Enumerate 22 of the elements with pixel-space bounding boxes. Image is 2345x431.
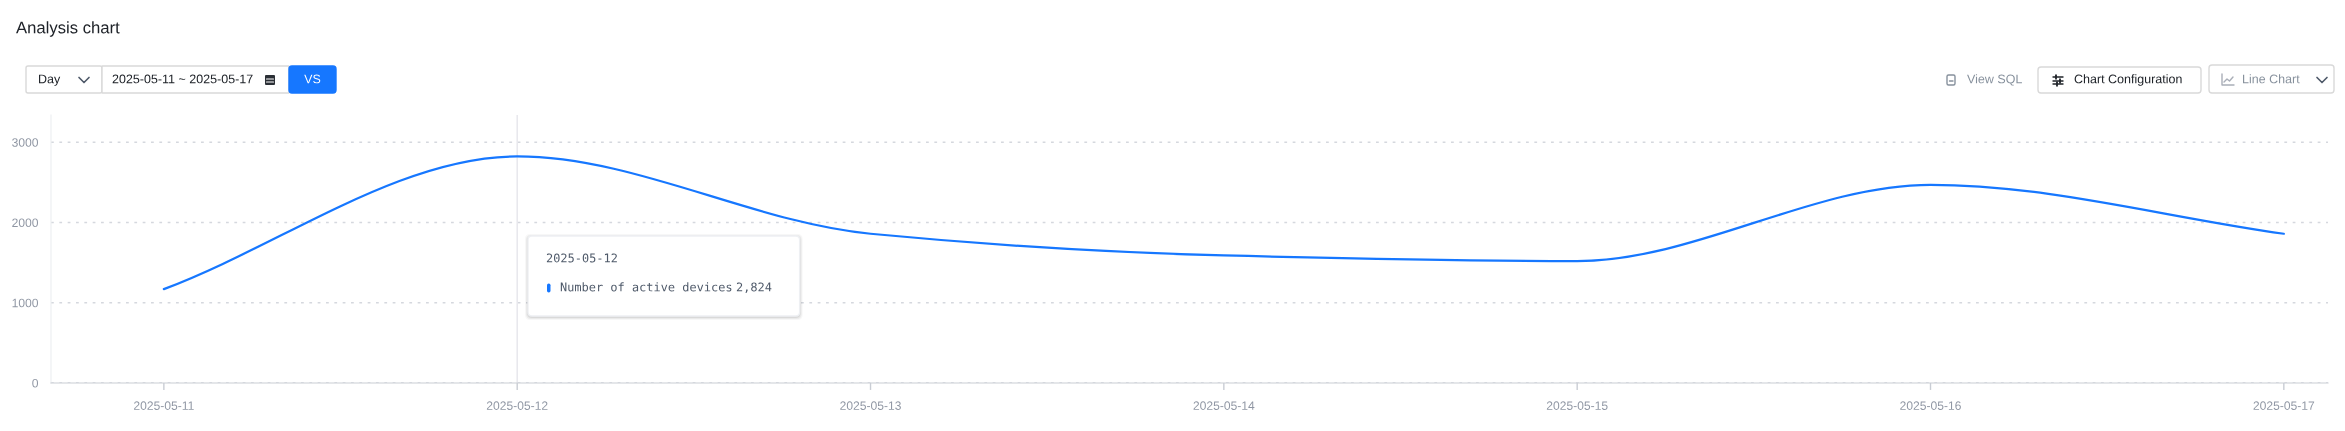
text: View SQL [1967,74,2022,86]
x-tick-label: 2025-05-17 [2253,401,2315,410]
text: Chart Configuration [2074,74,2182,86]
x-tick-label: 2025-05-15 [1546,401,1608,410]
x-tick-label: 2025-05-12 [486,401,548,410]
text: Day [39,74,61,86]
text: 2025-05-11 ~ 2025-05-17 [112,74,253,84]
y-tick-label: 3000 [12,138,39,147]
text: Line Chart [2243,74,2300,84]
y-tick-label: 0 [32,378,39,388]
annotation: 2025-05-12 [546,253,617,263]
x-tick-label: 2025-05-13 [840,401,901,410]
chart-title: Analysis chart [16,21,120,37]
y-tick-label: 2000 [12,218,39,228]
x-tick-label: 2025-05-16 [1900,401,1961,410]
annotation: 2,824 [736,282,772,293]
legend-label: Number of active devices [560,282,732,292]
text: VS [304,74,321,84]
y-tick-label: 1000 [12,298,39,308]
x-tick-label: 2025-05-11 [134,401,194,410]
x-tick-label: 2025-05-14 [1193,401,1255,410]
line-series [162,155,2285,291]
